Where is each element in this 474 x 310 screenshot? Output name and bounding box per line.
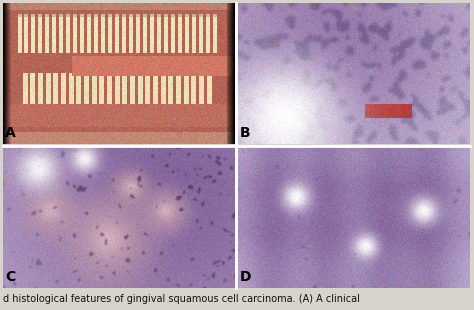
- Text: A: A: [5, 126, 16, 140]
- Text: d histological features of gingival squamous cell carcinoma. (A) A clinical: d histological features of gingival squa…: [3, 294, 360, 304]
- Text: C: C: [5, 270, 15, 284]
- Text: B: B: [240, 126, 251, 140]
- Text: D: D: [240, 270, 252, 284]
